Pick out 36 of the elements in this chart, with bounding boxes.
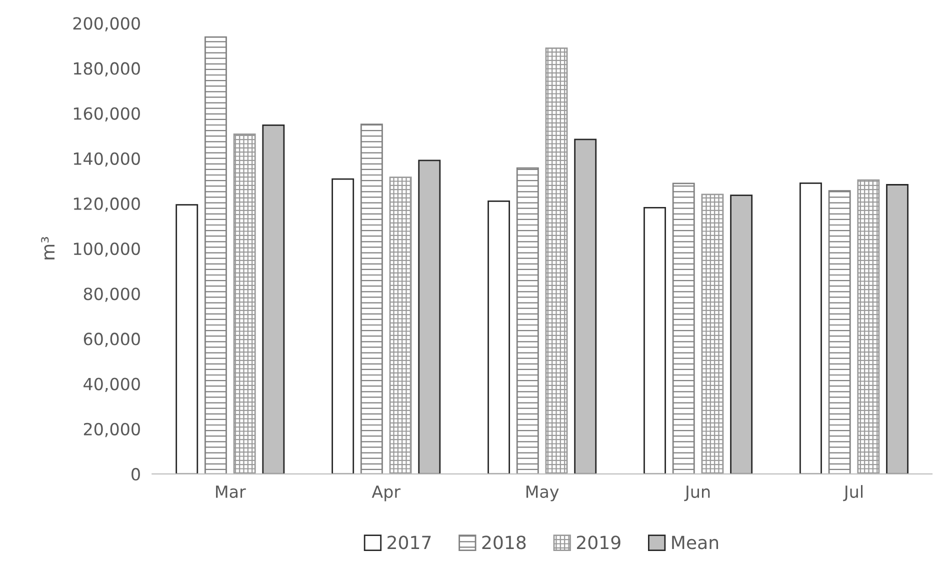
x-tick-label: May	[526, 486, 559, 502]
y-tick-label: 60,000	[84, 332, 140, 347]
legend-label: Mean	[672, 536, 718, 550]
y-tick-label: 120,000	[74, 197, 140, 212]
x-tick-label: Apr	[372, 486, 401, 502]
y-tick-label: 140,000	[74, 152, 140, 167]
y-tick-label: 20,000	[84, 422, 140, 438]
y-axis-title: m³	[41, 237, 54, 260]
x-tick-label: Mar	[216, 486, 246, 498]
legend-label: 2018	[482, 536, 526, 550]
bar	[233, 134, 256, 474]
legend-label: 2017	[388, 536, 431, 550]
legend-label: 2019	[576, 536, 620, 550]
bar	[857, 179, 880, 474]
y-tick-label: 40,000	[84, 378, 140, 392]
bar	[545, 47, 568, 474]
bar	[799, 182, 822, 474]
bar	[644, 207, 666, 474]
bar	[516, 167, 539, 474]
y-tick-label: 80,000	[84, 288, 140, 302]
bar	[389, 176, 412, 474]
bar	[176, 204, 198, 474]
bar	[672, 182, 695, 474]
y-tick-label: 0	[132, 468, 140, 481]
y-tick-label: 100,000	[74, 242, 140, 257]
y-tick-label: 180,000	[74, 62, 140, 76]
bar	[828, 190, 851, 474]
bar	[360, 124, 383, 474]
x-tick-label: Jun	[684, 486, 710, 502]
x-tick-label: Jul	[843, 485, 862, 502]
bar	[204, 36, 227, 474]
bar	[488, 200, 510, 474]
y-tick-label: 160,000	[74, 107, 140, 122]
y-tick-label: 200,000	[73, 17, 140, 32]
bar	[701, 194, 724, 474]
bar	[332, 178, 354, 474]
